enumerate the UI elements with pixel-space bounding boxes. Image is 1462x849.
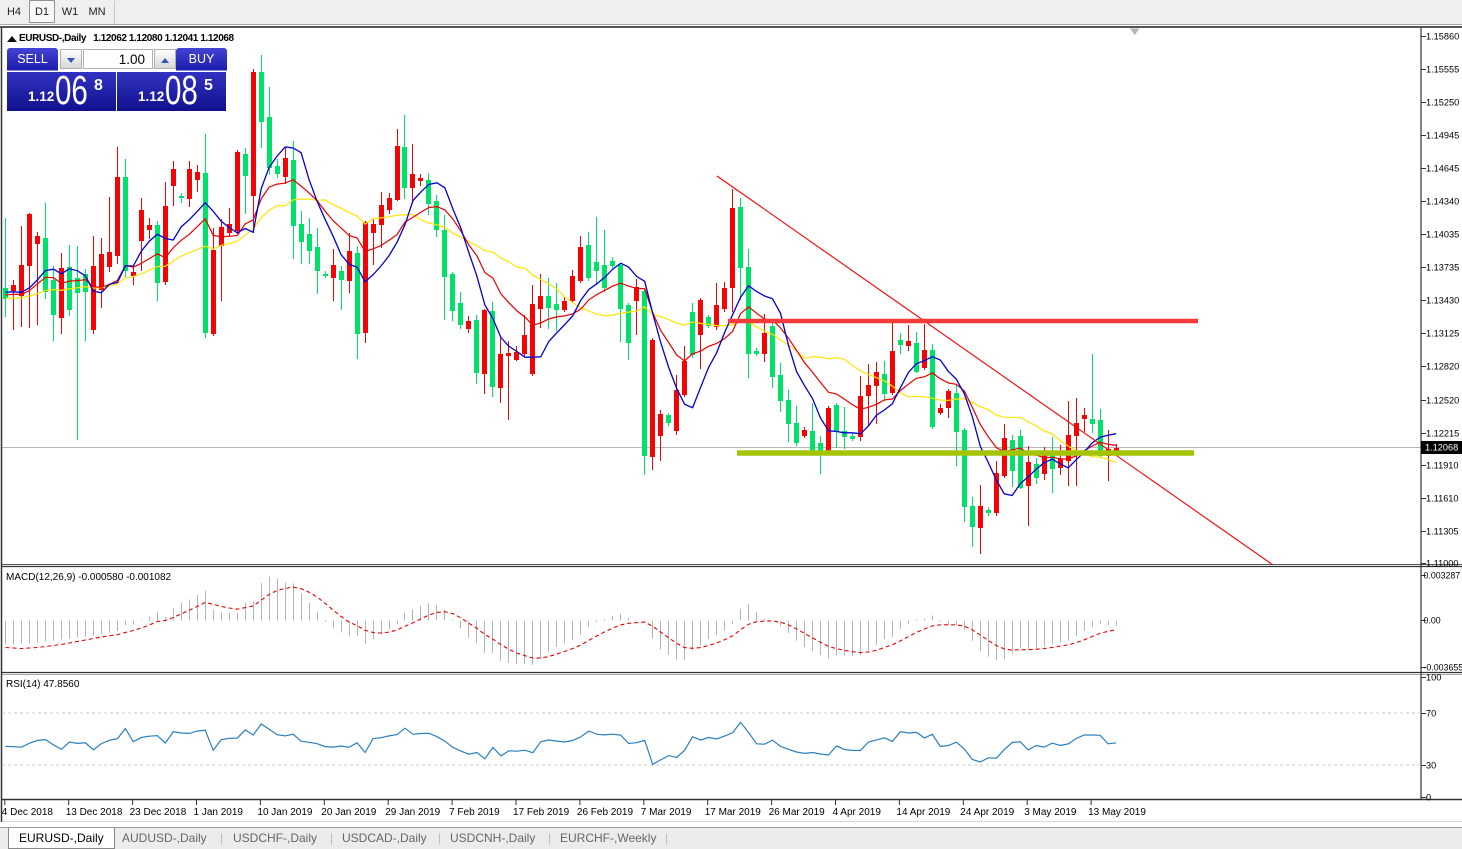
svg-text:7 Feb 2019: 7 Feb 2019 — [449, 807, 500, 818]
svg-text:0.00: 0.00 — [1424, 616, 1441, 626]
svg-text:29 Jan 2019: 29 Jan 2019 — [385, 807, 440, 818]
svg-text:4 Dec 2018: 4 Dec 2018 — [2, 807, 54, 818]
svg-text:20 Jan 2019: 20 Jan 2019 — [321, 807, 376, 818]
svg-text:1.12215: 1.12215 — [1426, 429, 1459, 439]
svg-text:4 Apr 2019: 4 Apr 2019 — [833, 807, 882, 818]
svg-text:1.15860: 1.15860 — [1426, 32, 1459, 42]
svg-text:3 May 2019: 3 May 2019 — [1024, 807, 1077, 818]
svg-text:1.12520: 1.12520 — [1426, 396, 1459, 406]
svg-text:26 Mar 2019: 26 Mar 2019 — [769, 807, 826, 818]
svg-text:100: 100 — [1426, 673, 1441, 683]
svg-text:1.14945: 1.14945 — [1426, 131, 1459, 141]
svg-text:1.13125: 1.13125 — [1426, 329, 1459, 339]
svg-text:14 Apr 2019: 14 Apr 2019 — [896, 807, 950, 818]
svg-text:1.14340: 1.14340 — [1426, 197, 1459, 207]
svg-text:1.13735: 1.13735 — [1426, 263, 1459, 273]
svg-text:7 Mar 2019: 7 Mar 2019 — [641, 807, 692, 818]
svg-text:1.15555: 1.15555 — [1426, 65, 1459, 75]
svg-text:1.15250: 1.15250 — [1426, 98, 1459, 108]
svg-text:30: 30 — [1426, 761, 1436, 771]
svg-text:0: 0 — [1426, 793, 1431, 803]
svg-text:1.12068: 1.12068 — [1425, 443, 1458, 453]
svg-text:24 Apr 2019: 24 Apr 2019 — [960, 807, 1014, 818]
svg-text:0.003287: 0.003287 — [1424, 571, 1461, 581]
svg-text:1.13430: 1.13430 — [1426, 296, 1459, 306]
svg-text:17 Mar 2019: 17 Mar 2019 — [705, 807, 762, 818]
svg-text:10 Jan 2019: 10 Jan 2019 — [257, 807, 312, 818]
svg-text:70: 70 — [1426, 709, 1436, 719]
svg-text:26 Feb 2019: 26 Feb 2019 — [577, 807, 634, 818]
svg-text:13 May 2019: 13 May 2019 — [1088, 807, 1146, 818]
svg-text:1.12820: 1.12820 — [1426, 362, 1459, 372]
svg-text:1.14645: 1.14645 — [1426, 164, 1459, 174]
svg-text:RSI(14) 47.8560: RSI(14) 47.8560 — [6, 679, 80, 690]
svg-text:1 Jan 2019: 1 Jan 2019 — [194, 807, 244, 818]
svg-text:23 Dec 2018: 23 Dec 2018 — [130, 807, 187, 818]
svg-text:-0.003655: -0.003655 — [1424, 663, 1462, 673]
svg-text:1.11305: 1.11305 — [1426, 527, 1459, 537]
svg-text:1.14035: 1.14035 — [1426, 230, 1459, 240]
svg-text:1.11610: 1.11610 — [1426, 494, 1459, 504]
svg-text:1.11910: 1.11910 — [1426, 461, 1459, 471]
svg-text:17 Feb 2019: 17 Feb 2019 — [513, 807, 570, 818]
svg-text:13 Dec 2018: 13 Dec 2018 — [66, 807, 123, 818]
svg-text:MACD(12,26,9) -0.000580 -0.001: MACD(12,26,9) -0.000580 -0.001082 — [6, 572, 172, 583]
svg-text:1.11000: 1.11000 — [1426, 559, 1459, 569]
